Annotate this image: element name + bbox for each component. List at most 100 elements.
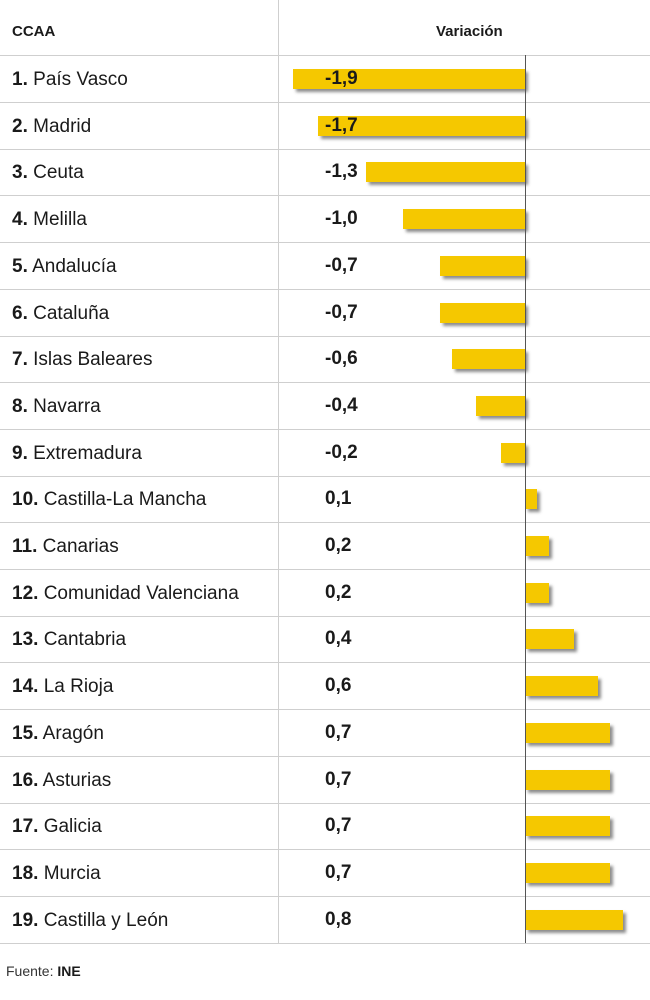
- variation-value: -0,7: [325, 301, 358, 323]
- variation-value: -1,7: [325, 114, 358, 136]
- variation-bar: [525, 676, 599, 697]
- region-label: Andalucía: [32, 255, 117, 277]
- region-rank: 9.: [12, 442, 28, 464]
- table-row: 18. Murcia 0,7: [0, 849, 650, 897]
- region-rank: 3.: [12, 162, 28, 184]
- variation-value: -1,0: [325, 208, 358, 230]
- variation-value: 0,2: [325, 535, 352, 556]
- region-name: 11. Canarias: [12, 536, 119, 558]
- region-name: 9. Extremadura: [12, 443, 142, 465]
- region-rank: 8.: [12, 395, 28, 417]
- variation-bar: [525, 536, 550, 556]
- region-name: 2. Madrid: [12, 116, 91, 138]
- region-rank: 11.: [12, 536, 38, 557]
- region-label: Navarra: [33, 395, 101, 417]
- variation-value: 0,7: [325, 768, 352, 790]
- region-name: 16. Asturias: [12, 770, 111, 792]
- table-row: 11. Canarias 0,2: [0, 522, 650, 570]
- variation-bar: [525, 582, 550, 603]
- region-rank: 7.: [12, 349, 28, 371]
- region-rank: 1.: [12, 69, 28, 90]
- variation-value: 0,7: [325, 815, 352, 837]
- region-name: 5. Andalucía: [12, 256, 117, 278]
- table-row: 6. Cataluña -0,7: [0, 289, 650, 337]
- region-rank: 6.: [12, 302, 28, 324]
- region-name: 19. Castilla y León: [12, 910, 168, 932]
- table-row: 19. Castilla y León 0,8: [0, 896, 650, 944]
- table-row: 10. Castilla-La Mancha 0,1: [0, 475, 650, 524]
- table-row: 17. Galicia 0,7: [0, 802, 650, 851]
- variation-bar: [451, 349, 525, 370]
- variation-bar: [439, 302, 525, 323]
- region-label: Castilla-La Mancha: [43, 489, 207, 511]
- region-label: Comunidad Valenciana: [43, 582, 239, 604]
- region-rank: 14.: [12, 676, 39, 698]
- region-name: 6. Cataluña: [12, 303, 109, 325]
- table-row: 5. Andalucía -0,7: [0, 242, 650, 290]
- region-rank: 13.: [12, 629, 39, 651]
- region-label: Extremadura: [33, 442, 142, 464]
- region-rank: 16.: [12, 769, 39, 791]
- region-rank: 2.: [12, 115, 28, 137]
- region-rank: 19.: [12, 909, 39, 931]
- region-label: Cataluña: [33, 302, 110, 324]
- variation-value: 0,7: [325, 861, 352, 883]
- region-label: Castilla y León: [43, 909, 169, 931]
- region-label: Galicia: [43, 816, 102, 838]
- region-label: Canarias: [42, 536, 119, 557]
- column-divider: [278, 0, 279, 943]
- region-label: Melilla: [33, 209, 87, 231]
- variation-bar: [525, 722, 611, 743]
- region-label: Islas Baleares: [33, 349, 153, 371]
- table-row: 1. País Vasco -1,9: [0, 55, 650, 103]
- table-row: 3. Ceuta -1,3: [0, 148, 650, 197]
- variation-bar: [525, 862, 611, 883]
- variation-bar: [476, 395, 525, 416]
- variation-bar: [525, 629, 574, 650]
- variation-bar: [500, 442, 525, 463]
- variation-value: 0,8: [325, 908, 352, 930]
- variation-bar: [525, 816, 611, 837]
- variation-bar: [403, 209, 525, 230]
- variation-value: -1,9: [325, 68, 358, 89]
- table-header: CCAA Variación: [0, 0, 650, 56]
- region-label: Ceuta: [33, 162, 84, 184]
- table-row: 16. Asturias 0,7: [0, 756, 650, 804]
- variation-value: -1,3: [325, 161, 358, 183]
- region-name: 1. País Vasco: [12, 69, 128, 91]
- region-rank: 15.: [12, 722, 39, 744]
- region-name: 17. Galicia: [12, 816, 102, 838]
- table-row: 2. Madrid -1,7: [0, 102, 650, 150]
- variation-value: 0,7: [325, 721, 352, 743]
- region-name: 4. Melilla: [12, 209, 87, 231]
- variation-bar: [525, 769, 611, 790]
- table-row: 15. Aragón 0,7: [0, 709, 650, 757]
- zero-axis-line: [525, 55, 526, 943]
- region-rank: 4.: [12, 209, 28, 231]
- region-label: Madrid: [33, 115, 92, 137]
- table-row: 13. Cantabria 0,4: [0, 615, 650, 664]
- variation-value: 0,1: [325, 488, 352, 510]
- table-row: 9. Extremadura -0,2: [0, 429, 650, 477]
- variation-bar: [293, 69, 525, 89]
- region-name: 12. Comunidad Valenciana: [12, 583, 239, 605]
- table-row: 7. Islas Baleares -0,6: [0, 335, 650, 384]
- variation-bar: [366, 162, 525, 183]
- source-value: INE: [57, 963, 81, 979]
- table-row: 4. Melilla -1,0: [0, 195, 650, 244]
- region-name: 3. Ceuta: [12, 162, 84, 184]
- column-header-region: CCAA: [12, 23, 56, 40]
- variation-value: -0,2: [325, 441, 358, 463]
- variation-value: 0,2: [325, 581, 352, 603]
- column-header-variation: Variación: [436, 23, 503, 40]
- variation-bar: [317, 115, 525, 136]
- region-name: 15. Aragón: [12, 723, 104, 745]
- source-label: Fuente:: [6, 963, 54, 979]
- variation-value: -0,6: [325, 348, 358, 370]
- region-rank: 5.: [12, 255, 28, 277]
- region-label: Murcia: [43, 862, 101, 884]
- variation-value: 0,4: [325, 628, 352, 650]
- region-name: 14. La Rioja: [12, 676, 113, 698]
- region-rank: 10.: [12, 489, 39, 511]
- variation-bar: [525, 909, 623, 930]
